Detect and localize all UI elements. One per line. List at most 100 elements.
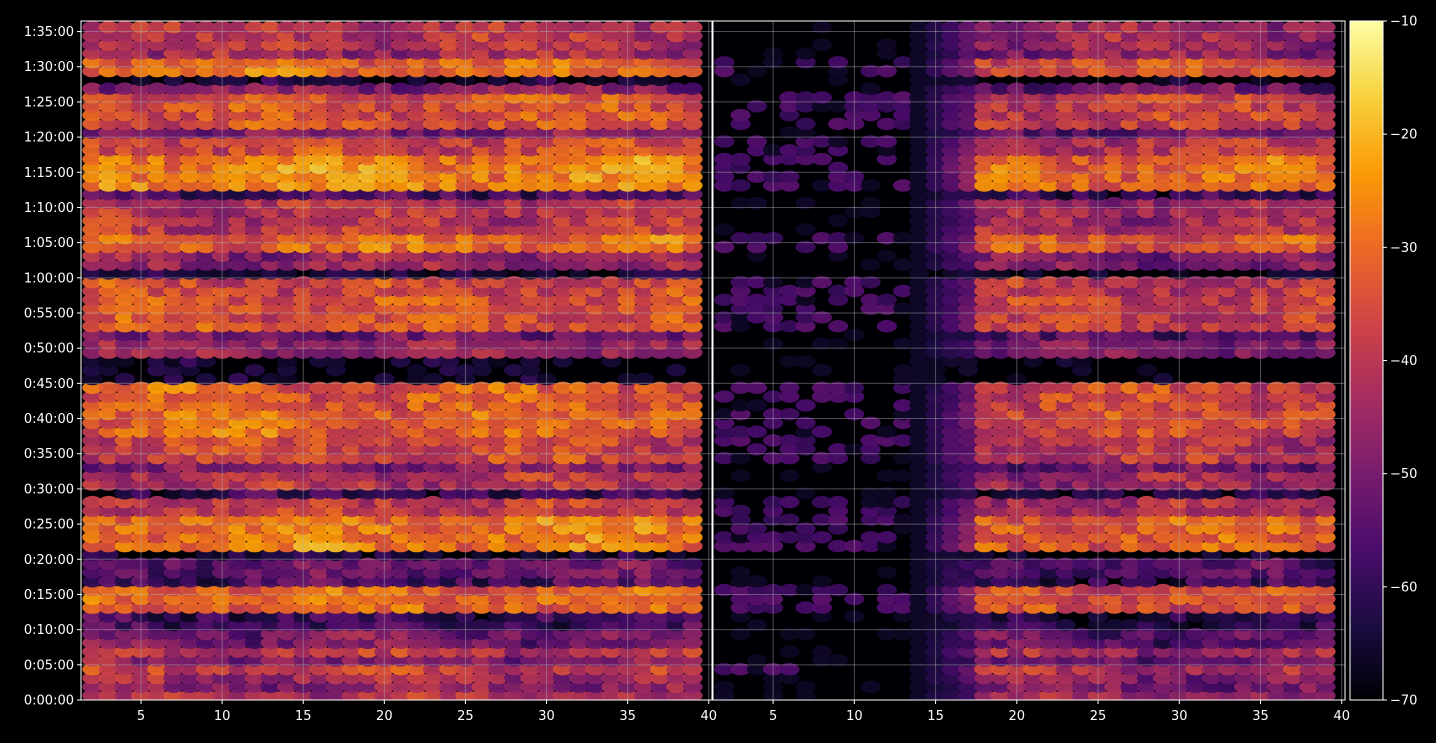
heatmap-cell [179, 531, 200, 544]
heatmap-cell [585, 320, 606, 333]
heatmap-cell [390, 267, 411, 280]
heatmap-cell [1250, 592, 1271, 606]
heatmap-cell [1299, 583, 1320, 597]
heatmap-cell [487, 399, 508, 412]
heatmap-cell [1201, 504, 1222, 518]
heatmap-cell [195, 205, 216, 219]
heatmap-cell [633, 311, 655, 324]
heatmap-cell [471, 469, 492, 482]
heatmap-cell [455, 205, 476, 219]
heatmap-cell [520, 337, 541, 350]
heatmap-cell [1250, 443, 1271, 456]
heatmap-cell [406, 337, 427, 350]
heatmap-cell [1006, 390, 1027, 403]
heatmap-cell [439, 135, 460, 148]
heatmap-cell [536, 82, 557, 95]
heatmap-cell [1234, 627, 1255, 641]
heatmap-cell [114, 117, 135, 131]
heatmap-cell [552, 91, 573, 104]
heatmap-cell [1250, 29, 1271, 43]
heatmap-cell [1250, 126, 1271, 139]
heatmap-cell [1055, 654, 1076, 667]
heatmap-cell [503, 29, 525, 43]
heatmap-cell [358, 390, 379, 403]
heatmap-cell [974, 663, 995, 676]
heatmap-cell [682, 601, 703, 614]
heatmap-cell [1169, 583, 1190, 597]
heatmap-cell [1266, 267, 1287, 280]
heatmap-cell [390, 56, 411, 69]
heatmap-cell [585, 152, 606, 166]
heatmap-cell [601, 592, 622, 606]
heatmap-cell [990, 610, 1011, 623]
heatmap-cell [195, 522, 216, 535]
heatmap-cell [666, 320, 687, 333]
heatmap-cell [1185, 566, 1206, 579]
heatmap-cell [212, 601, 233, 614]
heatmap-cell [601, 434, 622, 447]
heatmap-cell [828, 64, 849, 78]
heatmap-cell [633, 179, 655, 192]
heatmap-cell [228, 619, 249, 632]
heatmap-cell [633, 126, 655, 139]
heatmap-cell [1282, 469, 1304, 482]
heatmap-cell [455, 636, 476, 649]
heatmap-cell [601, 161, 622, 175]
heatmap-cell [1266, 531, 1287, 544]
heatmap-cell [293, 583, 314, 597]
heatmap-cell [666, 663, 687, 676]
heatmap-cell [682, 21, 703, 34]
heatmap-cell [650, 504, 671, 518]
heatmap-cell [601, 179, 622, 192]
heatmap-cell [617, 328, 638, 342]
heatmap-cell [1023, 451, 1044, 465]
heatmap-cell [568, 680, 590, 693]
heatmap-cell [114, 504, 135, 518]
heatmap-cell [374, 320, 395, 333]
heatmap-cell [212, 135, 233, 148]
heatmap-cell [601, 196, 622, 210]
heatmap-cell [601, 416, 622, 430]
heatmap-cell [601, 188, 622, 201]
heatmap-cell [195, 460, 216, 474]
heatmap-cell [958, 416, 979, 430]
heatmap-cell [455, 91, 476, 104]
heatmap-cell [195, 284, 216, 298]
heatmap-cell [1071, 443, 1092, 456]
heatmap-cell [633, 73, 655, 87]
heatmap-cell [114, 372, 135, 386]
heatmap-cell [276, 443, 298, 456]
heatmap-cell [860, 258, 881, 271]
heatmap-cell [1055, 592, 1076, 606]
heatmap-cell [276, 311, 298, 324]
heatmap-cell [601, 671, 622, 685]
heatmap-cell [536, 152, 557, 166]
heatmap-cell [98, 152, 119, 166]
heatmap-cell [1250, 73, 1271, 87]
heatmap-cell [617, 451, 638, 465]
heatmap-cell [325, 408, 346, 421]
heatmap-cell [763, 408, 784, 421]
heatmap-cell [163, 592, 184, 606]
heatmap-cell [179, 91, 200, 104]
heatmap-cell [163, 355, 184, 368]
heatmap-cell [1234, 258, 1255, 271]
heatmap-cell [487, 161, 508, 175]
heatmap-cell [746, 170, 768, 183]
heatmap-cell [568, 337, 590, 350]
heatmap-cell [909, 232, 930, 245]
heatmap-cell [260, 214, 281, 227]
heatmap-cell [1087, 654, 1109, 667]
heatmap-cell [309, 408, 330, 421]
heatmap-cell [114, 434, 135, 447]
heatmap-cell [990, 126, 1011, 139]
heatmap-cell [195, 451, 216, 465]
heatmap-cell [422, 311, 444, 324]
heatmap-cell [958, 443, 979, 456]
heatmap-cell [909, 223, 930, 236]
heatmap-cell [406, 188, 427, 201]
heatmap-cell [212, 38, 233, 51]
heatmap-cell [1234, 170, 1255, 183]
heatmap-cell [763, 601, 784, 614]
heatmap-cell [487, 645, 508, 658]
